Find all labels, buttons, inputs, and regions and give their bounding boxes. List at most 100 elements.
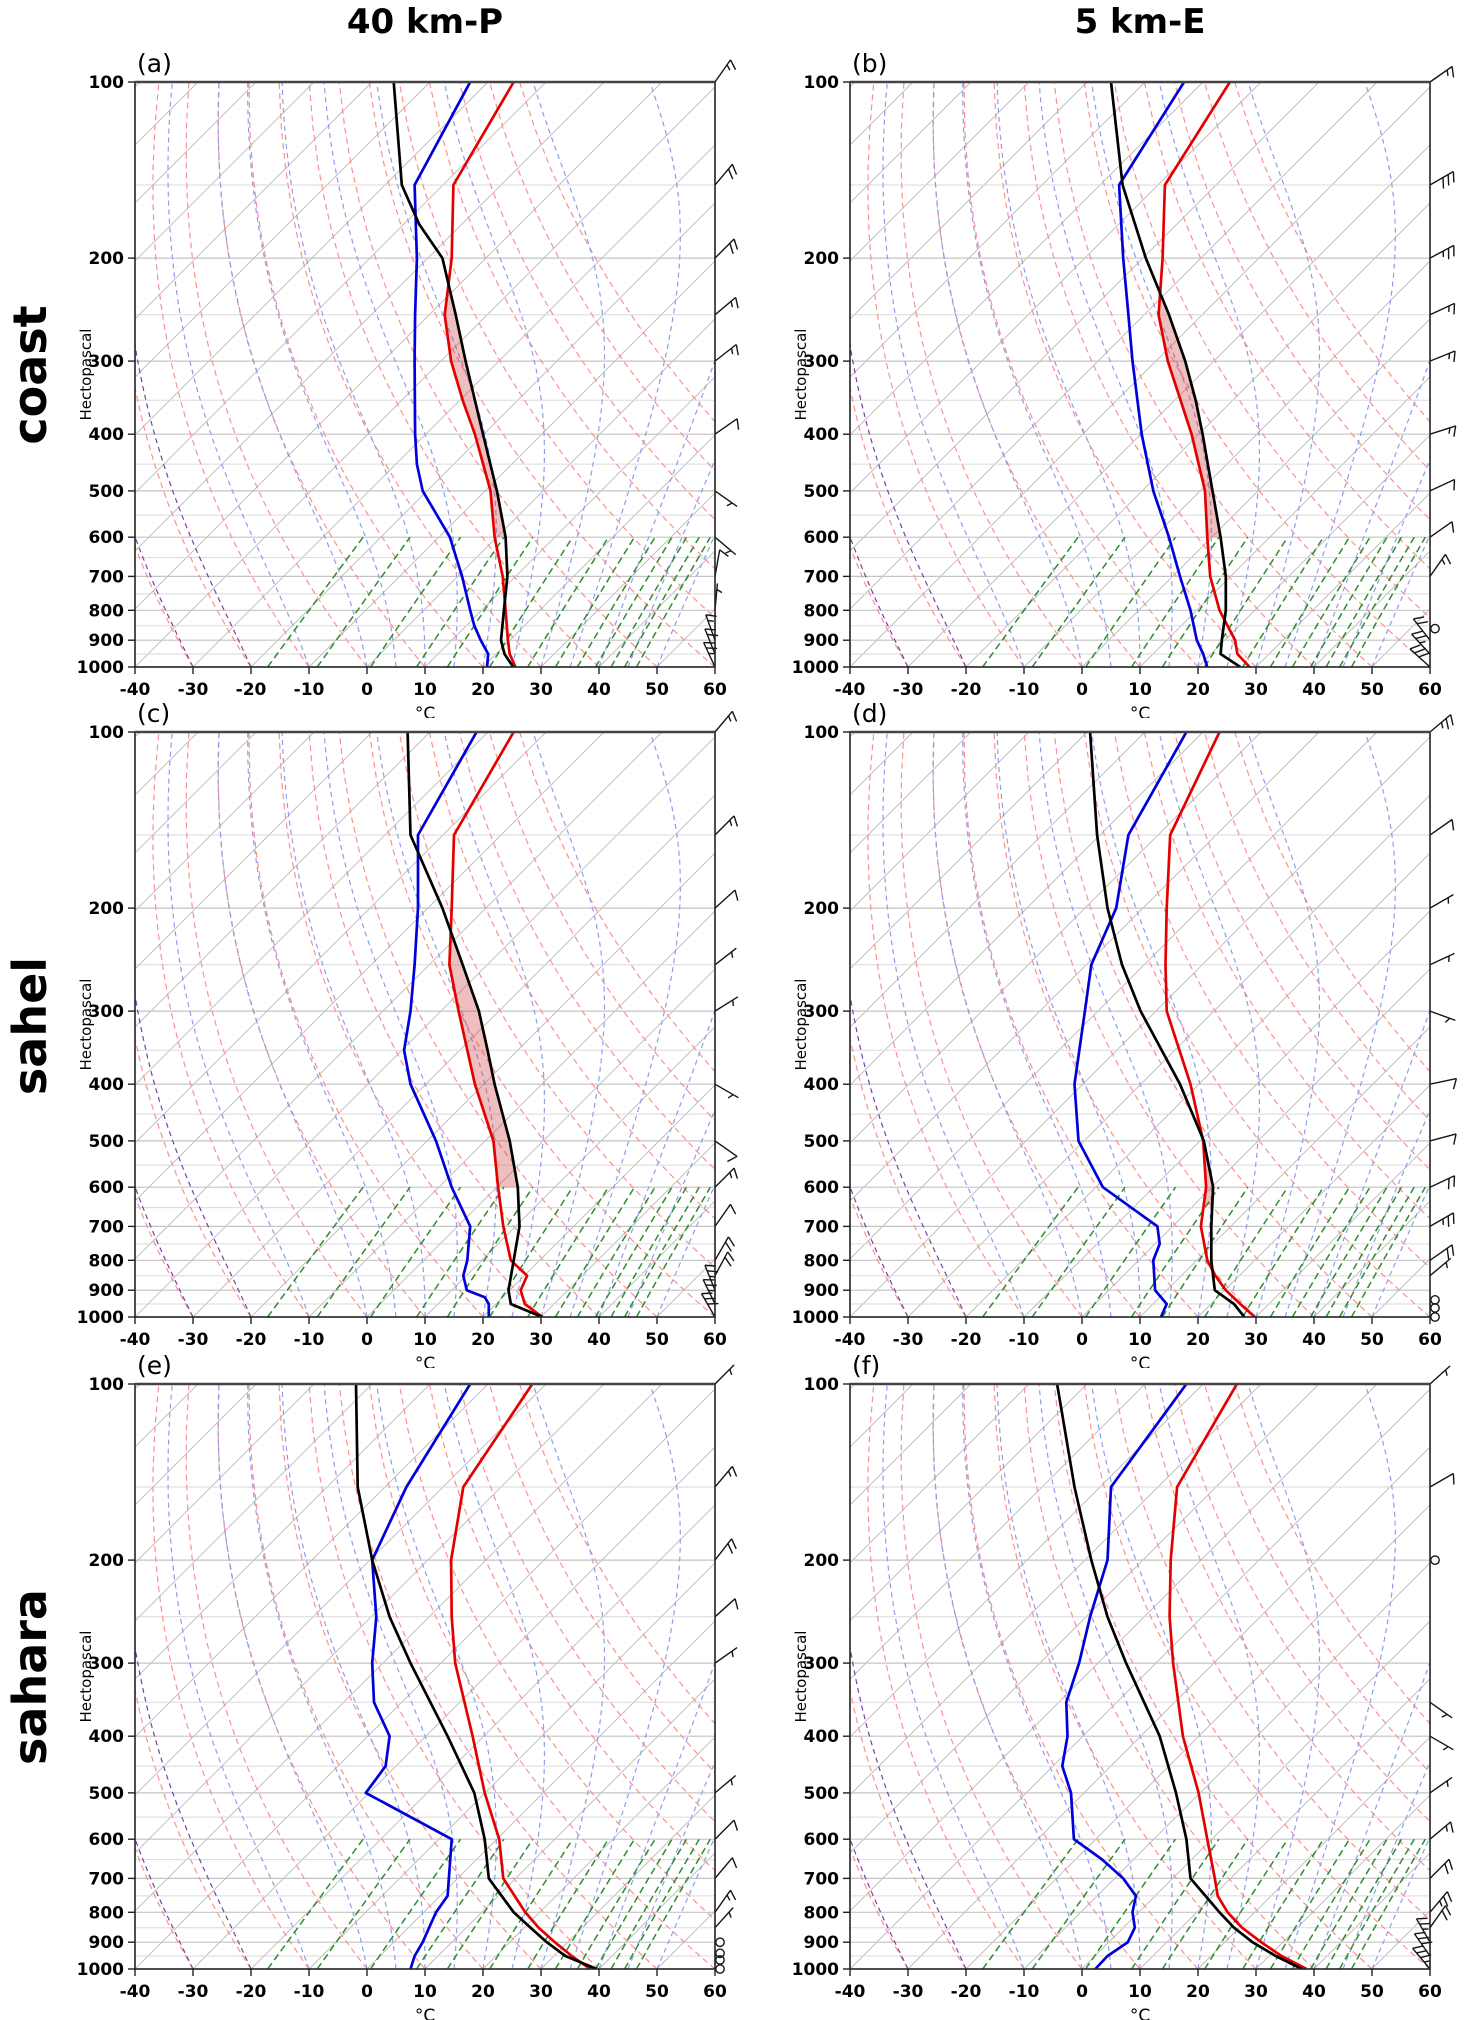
svg-text:30: 30 (529, 1982, 553, 2002)
svg-text:-30: -30 (178, 1982, 209, 2002)
svg-text:10: 10 (413, 1330, 437, 1350)
svg-text:40: 40 (587, 680, 611, 700)
y-axis-label: Hectopascal (792, 329, 810, 421)
y-axis-label: Hectopascal (77, 979, 95, 1071)
svg-text:50: 50 (645, 680, 669, 700)
svg-text:0: 0 (361, 680, 373, 700)
svg-text:800: 800 (89, 601, 125, 621)
svg-text:400: 400 (804, 1075, 840, 1095)
svg-text:400: 400 (804, 1727, 840, 1747)
svg-text:-40: -40 (835, 680, 866, 700)
svg-text:700: 700 (804, 567, 840, 587)
sounding-curves (1109, 82, 1251, 667)
x-axis-label: °C (1130, 1354, 1150, 1368)
svg-text:900: 900 (804, 1933, 840, 1953)
svg-text:600: 600 (804, 528, 840, 548)
panel-letter: (d) (852, 699, 887, 728)
svg-text:800: 800 (89, 1903, 125, 1923)
svg-text:900: 900 (89, 631, 125, 651)
temperature-curve-red (449, 1384, 592, 1969)
svg-text:-40: -40 (835, 1330, 866, 1350)
svg-text:100: 100 (89, 723, 125, 743)
svg-text:200: 200 (804, 249, 840, 269)
wind-barb-column (700, 710, 739, 1318)
skewt-background (135, 732, 715, 1317)
column-title-right: 5 km-E (1074, 2, 1206, 42)
svg-text:40: 40 (1302, 1982, 1326, 2002)
svg-text:-40: -40 (120, 680, 151, 700)
svg-text:200: 200 (804, 899, 840, 919)
temperature-curve-red (1157, 82, 1251, 667)
svg-text:0: 0 (361, 1982, 373, 2002)
svg-text:50: 50 (1360, 1330, 1384, 1350)
wind-barb-column (1429, 714, 1458, 1322)
svg-text:-10: -10 (1009, 680, 1040, 700)
svg-text:-20: -20 (951, 680, 982, 700)
svg-text:600: 600 (804, 1830, 840, 1850)
svg-text:1000: 1000 (792, 1960, 839, 1980)
svg-text:-10: -10 (1009, 1982, 1040, 2002)
svg-text:40: 40 (1302, 680, 1326, 700)
y-axis-label: Hectopascal (792, 1631, 810, 1723)
sounding-curves (354, 1384, 598, 1969)
svg-text:-40: -40 (120, 1330, 151, 1350)
x-axis-label: °C (415, 704, 435, 718)
svg-text:600: 600 (89, 1178, 125, 1198)
svg-text:-40: -40 (835, 1982, 866, 2002)
x-axis-label: °C (415, 1354, 435, 1368)
svg-text:-10: -10 (294, 1330, 325, 1350)
row-label-sahara: sahara (3, 1589, 57, 1765)
svg-text:-30: -30 (893, 1982, 924, 2002)
panel-letter: (e) (137, 1351, 172, 1380)
svg-text:100: 100 (89, 1375, 125, 1395)
svg-text:800: 800 (804, 1251, 840, 1271)
skewt-background (850, 82, 1430, 667)
svg-text:1000: 1000 (77, 1960, 124, 1980)
svg-text:-30: -30 (893, 680, 924, 700)
svg-text:300: 300 (89, 1654, 125, 1674)
svg-text:50: 50 (645, 1330, 669, 1350)
temperature-curve-black (406, 732, 543, 1317)
svg-text:10: 10 (413, 680, 437, 700)
wind-barb-column (714, 1364, 739, 1974)
skewt-background (135, 1384, 715, 1969)
svg-text:30: 30 (1244, 680, 1268, 700)
svg-text:20: 20 (1186, 1330, 1210, 1350)
svg-text:30: 30 (1244, 1982, 1268, 2002)
svg-text:30: 30 (529, 680, 553, 700)
svg-text:700: 700 (89, 1869, 125, 1889)
svg-text:200: 200 (89, 249, 125, 269)
dewpoint-curve-blue (413, 82, 490, 667)
svg-text:200: 200 (89, 899, 125, 919)
row-label-sahel: sahel (3, 956, 57, 1096)
svg-text:50: 50 (645, 1982, 669, 2002)
svg-text:-20: -20 (951, 1330, 982, 1350)
svg-text:500: 500 (89, 1784, 125, 1804)
wind-barb-column (702, 59, 740, 668)
svg-text:600: 600 (89, 528, 125, 548)
svg-text:500: 500 (89, 1132, 125, 1152)
temperature-curve-red (448, 732, 544, 1317)
x-axis-label: °C (1130, 2006, 1150, 2020)
svg-text:200: 200 (89, 1551, 125, 1571)
svg-text:-40: -40 (120, 1982, 151, 2002)
dewpoint-curve-blue (1117, 82, 1209, 667)
temperature-curve-black (392, 82, 515, 667)
svg-text:300: 300 (804, 1654, 840, 1674)
svg-text:500: 500 (804, 1784, 840, 1804)
cape-shading (1158, 288, 1221, 538)
svg-text:20: 20 (471, 1982, 495, 2002)
svg-text:20: 20 (1186, 1982, 1210, 2002)
svg-text:20: 20 (471, 1330, 495, 1350)
svg-text:700: 700 (89, 567, 125, 587)
svg-text:-20: -20 (236, 1982, 267, 2002)
svg-text:900: 900 (804, 1281, 840, 1301)
sounding-curves (402, 732, 544, 1317)
svg-text:500: 500 (89, 482, 125, 502)
svg-text:300: 300 (89, 1002, 125, 1022)
dewpoint-curve-blue (402, 732, 491, 1317)
